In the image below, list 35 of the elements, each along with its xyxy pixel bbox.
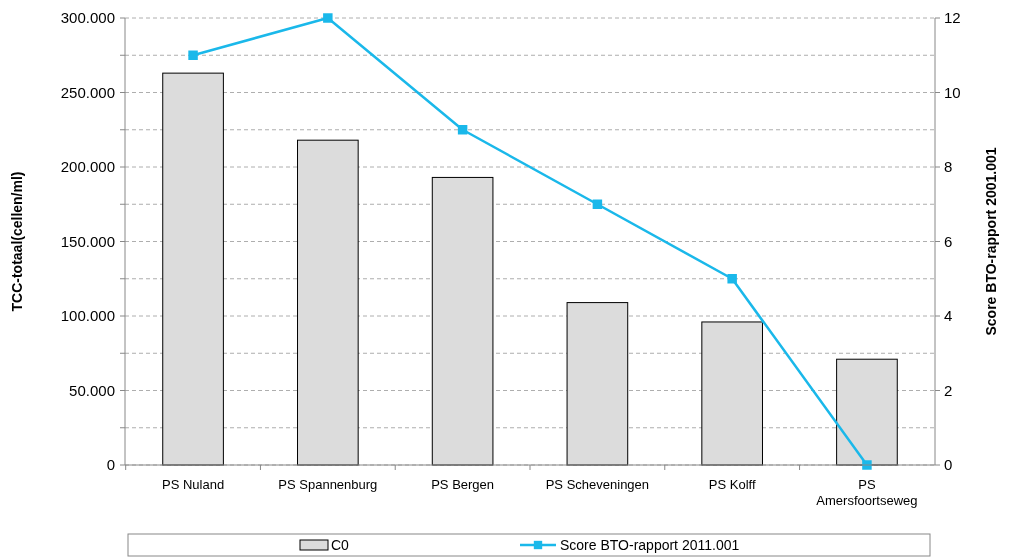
y2-tick-label: 6 bbox=[944, 232, 953, 250]
y2-tick-label: 12 bbox=[944, 9, 961, 27]
bar bbox=[431, 176, 494, 466]
legend-label: Score BTO-rapport 2011.001 bbox=[560, 536, 740, 553]
y-tick-label: 200.000 bbox=[60, 158, 115, 176]
x-tick-label: PS Spannenburg bbox=[278, 477, 378, 492]
y-tick-label: 50.000 bbox=[69, 381, 115, 399]
point bbox=[457, 125, 468, 135]
legend-label: C0 bbox=[331, 536, 350, 553]
x-tick-label: PS Kolff bbox=[708, 477, 756, 492]
point bbox=[727, 274, 737, 284]
y2-tick-label: 10 bbox=[944, 83, 961, 101]
y2-tick-label: 4 bbox=[944, 307, 953, 325]
y-tick-label: 150.000 bbox=[60, 232, 115, 250]
bar bbox=[297, 139, 359, 466]
point bbox=[188, 50, 198, 60]
y-tick-label: 250.000 bbox=[60, 83, 115, 101]
y-tick-label: 300.000 bbox=[60, 9, 115, 27]
bar bbox=[162, 72, 224, 466]
point bbox=[592, 199, 603, 209]
y2-axis-title: Score BTO-rapport 2001.001 bbox=[983, 147, 999, 336]
bar bbox=[701, 321, 763, 466]
y-tick-label: 100.000 bbox=[60, 307, 115, 325]
y-axis-title: TCC-totaal(cellen/ml) bbox=[9, 171, 25, 312]
x-tick-label: PS Amersfoortseweg bbox=[816, 477, 918, 508]
y2-tick-label: 8 bbox=[944, 158, 953, 176]
x-tick-label: PS Nuland bbox=[161, 477, 225, 492]
bar bbox=[836, 358, 898, 466]
y2-tick-label: 0 bbox=[944, 456, 953, 474]
y-tick-label: 0 bbox=[106, 456, 115, 474]
point bbox=[323, 13, 333, 23]
bar bbox=[566, 302, 629, 466]
x-tick-label: PS Bergen bbox=[431, 477, 495, 492]
y2-tick-label: 2 bbox=[944, 381, 953, 399]
x-tick-label: PS Scheveningen bbox=[545, 477, 650, 492]
